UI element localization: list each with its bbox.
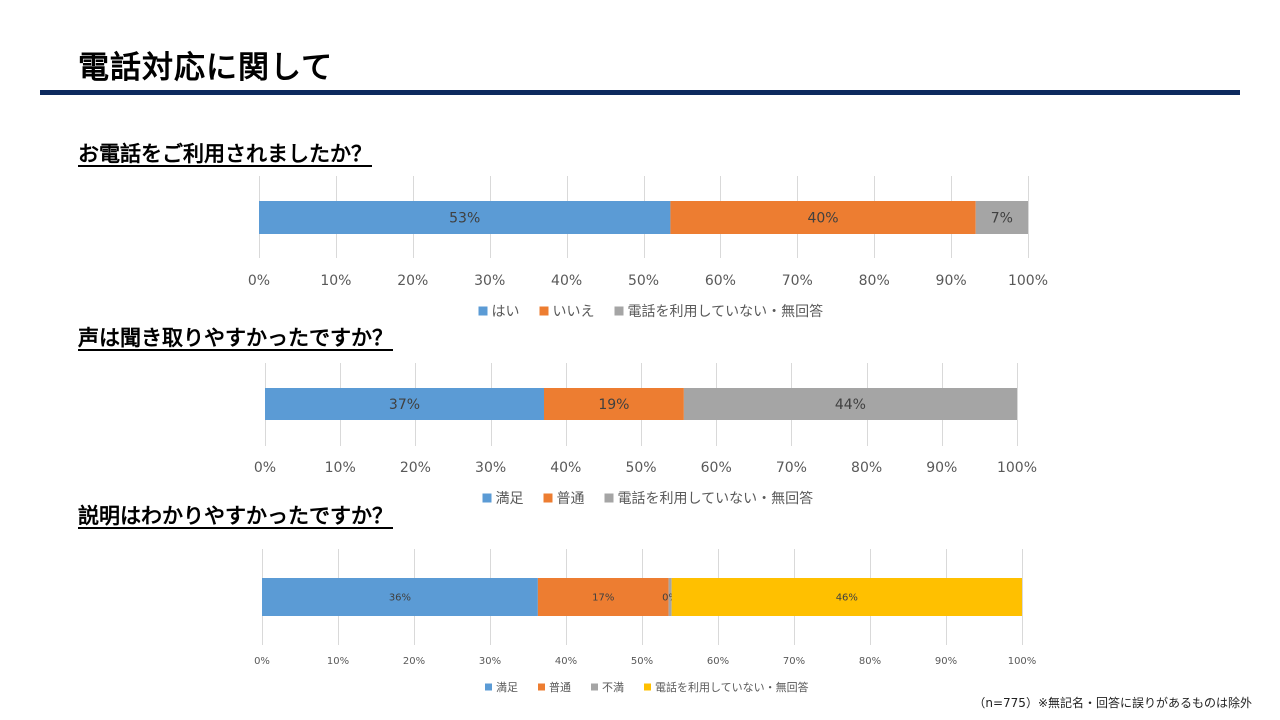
data-label: 19% <box>598 397 629 413</box>
tick-label: 20% <box>403 656 425 667</box>
data-label: 44% <box>835 397 866 413</box>
data-label: 36% <box>389 593 411 604</box>
data-label: 40% <box>807 211 838 227</box>
data-label: 37% <box>389 397 420 413</box>
legend-swatch <box>478 306 488 316</box>
legend-swatch <box>591 683 598 691</box>
data-label: 53% <box>449 211 480 227</box>
tick-label: 50% <box>625 460 656 476</box>
tick-label: 90% <box>926 460 957 476</box>
tick-label: 100% <box>997 460 1037 476</box>
bar-segment-2 <box>543 388 684 420</box>
legend-label: 電話を利用していない・無回答 <box>618 490 814 507</box>
tick-label: 0% <box>254 656 270 667</box>
legend-label: いいえ <box>553 304 595 320</box>
legend-swatch <box>644 683 651 691</box>
question-3-title: 説明はわかりやすかったですか？ <box>78 504 393 528</box>
bar-segment-1 <box>265 388 544 420</box>
bar-segment-3 <box>683 388 1017 420</box>
legend-swatch <box>485 683 492 691</box>
tick-label: 100% <box>1008 656 1037 667</box>
legend-label: 普通 <box>549 680 571 694</box>
tick-label: 90% <box>936 273 967 289</box>
tick-label: 0% <box>254 460 276 476</box>
tick-label: 0% <box>248 273 270 289</box>
tick-label: 50% <box>628 273 659 289</box>
legend-label: 満足 <box>496 681 518 694</box>
tick-label: 20% <box>400 460 431 476</box>
bar-segment-3 <box>975 201 1028 234</box>
legend-swatch <box>614 306 624 316</box>
data-label: 0% <box>662 593 678 604</box>
tick-label: 10% <box>325 460 356 476</box>
bar-segment-2 <box>537 578 669 616</box>
page-title: 電話対応に関して <box>78 50 334 86</box>
legend-label: 普通 <box>557 491 585 507</box>
tick-label: 80% <box>859 656 881 667</box>
tick-label: 40% <box>555 656 577 667</box>
legend-label: 電話を利用していない・無回答 <box>655 680 809 694</box>
footnote: （n=775）※無記名・回答に誤りがあるものは除外 <box>973 696 1252 710</box>
tick-label: 70% <box>783 656 805 667</box>
legend-swatch <box>543 493 553 503</box>
bar-segment-4 <box>671 578 1022 616</box>
tick-label: 80% <box>851 460 882 476</box>
tick-label: 100% <box>1008 273 1048 289</box>
data-label: 7% <box>991 211 1013 227</box>
tick-label: 70% <box>782 273 813 289</box>
data-label: 46% <box>836 593 858 604</box>
bar-segment-1 <box>259 201 671 234</box>
legend-label: 不満 <box>602 681 624 694</box>
tick-label: 60% <box>707 656 729 667</box>
tick-label: 40% <box>550 460 581 476</box>
bar-segment-2 <box>670 201 976 234</box>
tick-label: 30% <box>479 656 501 667</box>
bar-segment-3 <box>668 578 672 616</box>
tick-label: 80% <box>859 273 890 289</box>
legend-label: 満足 <box>496 491 524 507</box>
question-1-title: お電話をご利用されましたか？ <box>78 142 372 166</box>
tick-label: 60% <box>705 273 736 289</box>
tick-label: 40% <box>551 273 582 289</box>
legend-label: 電話を利用していない・無回答 <box>628 303 824 320</box>
tick-label: 30% <box>474 273 505 289</box>
tick-label: 20% <box>397 273 428 289</box>
tick-label: 10% <box>320 273 351 289</box>
legend-swatch <box>482 493 492 503</box>
tick-label: 50% <box>631 656 653 667</box>
tick-label: 90% <box>935 656 957 667</box>
bar-segment-1 <box>262 578 538 616</box>
legend-label: はい <box>492 304 520 320</box>
legend-swatch <box>604 493 614 503</box>
tick-label: 70% <box>776 460 807 476</box>
tick-label: 10% <box>327 656 349 667</box>
legend-swatch <box>538 683 545 691</box>
data-label: 17% <box>592 593 614 604</box>
tick-label: 30% <box>475 460 506 476</box>
question-2-title: 声は聞き取りやすかったですか？ <box>78 326 393 350</box>
legend-swatch <box>539 306 549 316</box>
tick-label: 60% <box>701 460 732 476</box>
title-rule <box>40 90 1240 95</box>
